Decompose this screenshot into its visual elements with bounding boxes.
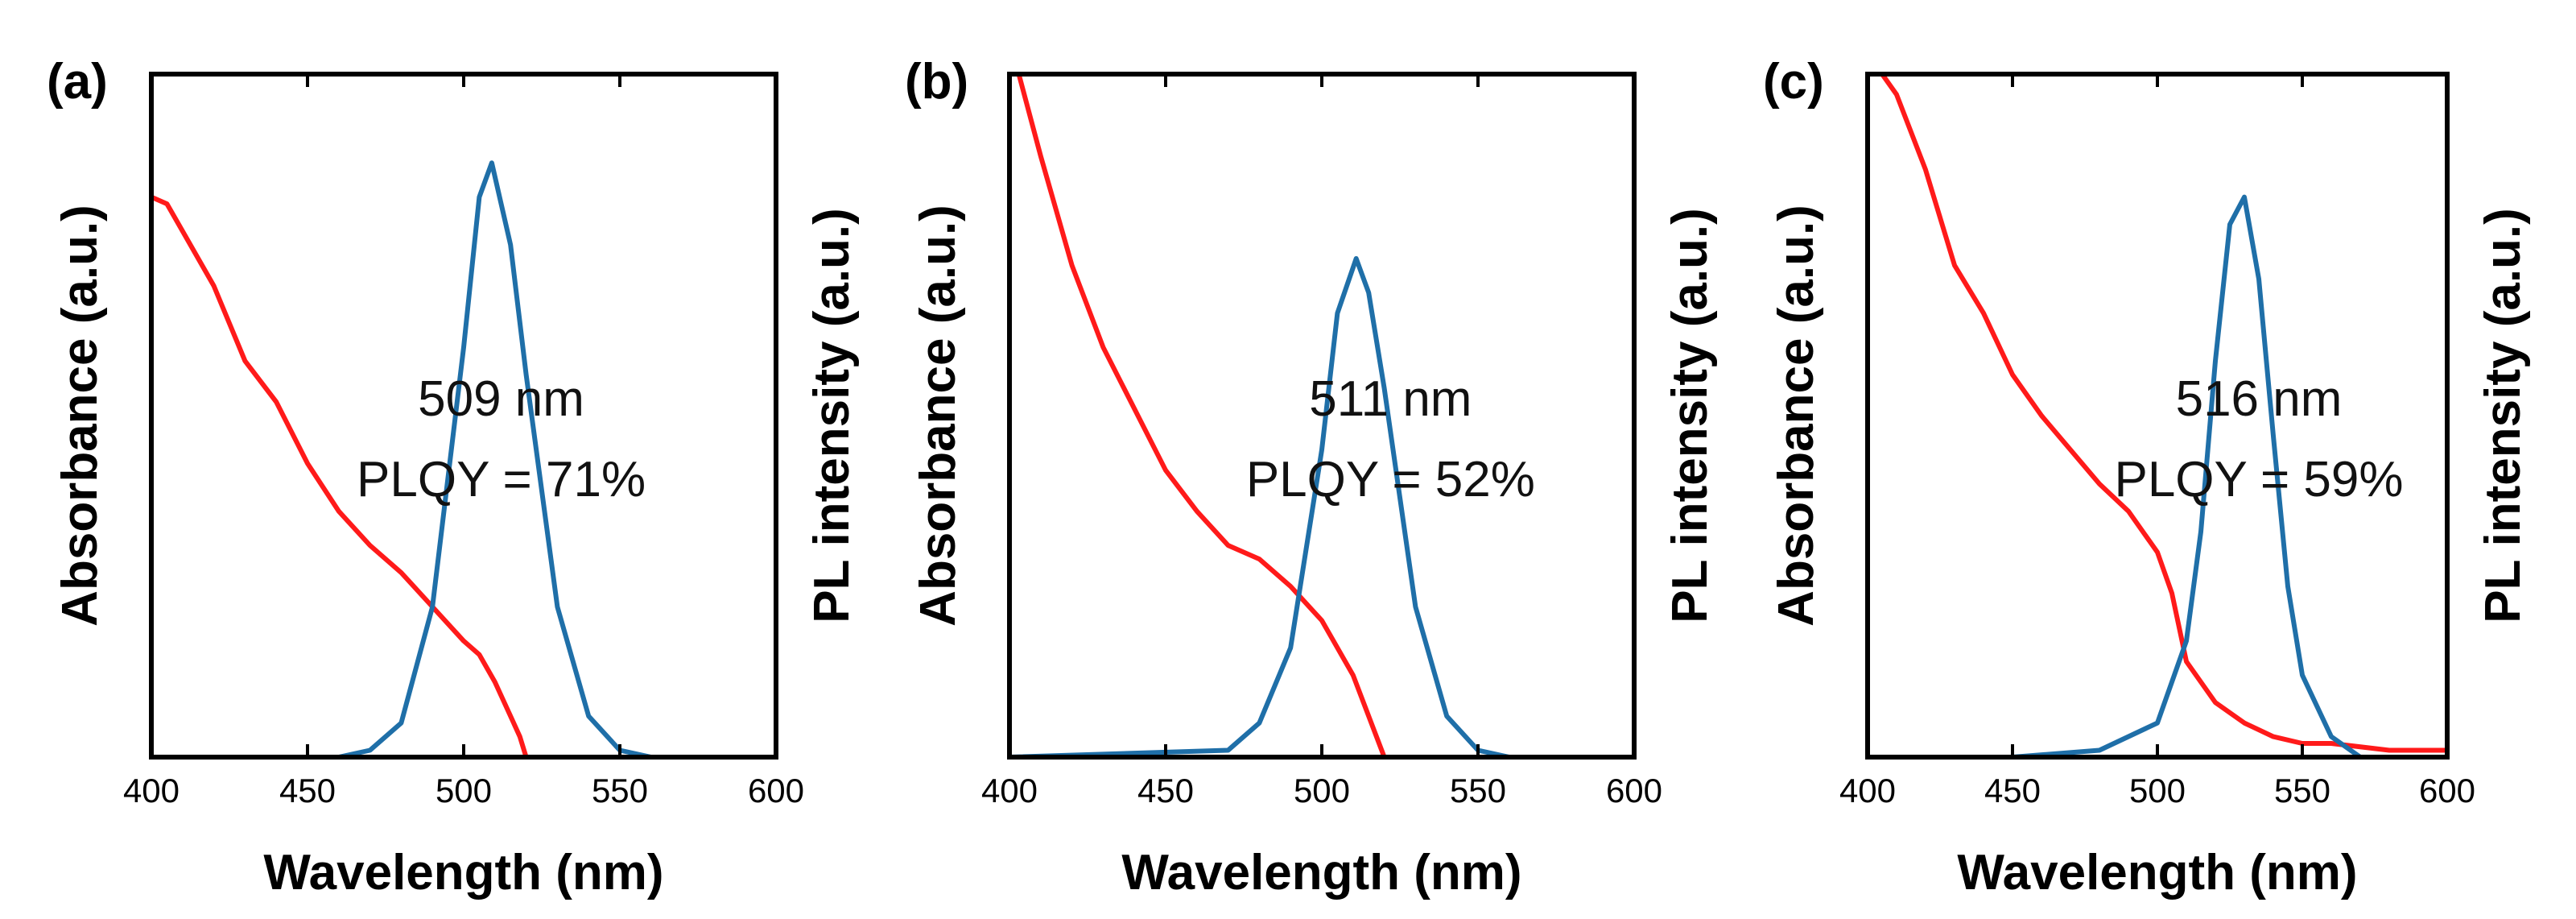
peak-annotation: 511 nm [1309, 371, 1472, 427]
y-axis-title-left: Absorbance (a.u.) [52, 205, 108, 627]
x-tick-label: 550 [2274, 772, 2330, 809]
y-axis-title-left: Absorbance (a.u.) [910, 205, 966, 627]
x-tick-label: 450 [279, 772, 336, 809]
pl-line [2012, 194, 2447, 760]
absorbance-line [150, 194, 529, 758]
x-tick-label: 500 [436, 772, 492, 809]
x-tick-label: 600 [1606, 772, 1662, 809]
x-axis-title: Wavelength (nm) [1121, 845, 1521, 900]
x-tick-label: 600 [2419, 772, 2475, 809]
panel-label: (a) [47, 54, 108, 110]
plot-frame [1865, 72, 2450, 760]
x-tick-label: 450 [1984, 772, 2041, 809]
panel-label: (b) [905, 54, 968, 110]
x-tick-label: 450 [1137, 772, 1194, 809]
x-tick-label: 500 [2129, 772, 2186, 809]
y-axis-title-right: PL intensity (a.u.) [804, 208, 860, 623]
x-tick-label: 500 [1294, 772, 1350, 809]
panel-c: 400 450 500 550 600 (c) Wavelength (nm) Absorba… [1763, 54, 2531, 900]
pl-line [151, 160, 776, 760]
x-axis-title: Wavelength (nm) [1957, 845, 2357, 900]
x-tick-label: 600 [748, 772, 804, 809]
x-axis-title: Wavelength (nm) [263, 845, 663, 900]
plqy-annotation: PLQY = 71% [357, 452, 646, 507]
x-tick-label: 400 [123, 772, 180, 809]
peak-annotation: 516 nm [2176, 371, 2343, 427]
plqy-annotation: PLQY = 52% [1246, 452, 1535, 507]
y-axis-title-left: Absorbance (a.u.) [1769, 205, 1824, 627]
peak-annotation: 509 nm [418, 371, 584, 427]
x-tick-label: 550 [592, 772, 648, 809]
pl-line [1009, 256, 1634, 760]
x-tick-label: 550 [1450, 772, 1506, 809]
absorbance-line [1880, 72, 2447, 753]
panel-a: 400 450 500 550 600 (a) Wavelength (nm) Absorba… [47, 54, 860, 900]
x-tick-label: 400 [981, 772, 1038, 809]
y-axis-title-right: PL intensity (a.u.) [2475, 208, 2531, 623]
panel-b: 400 450 500 550 600 (b) Wavelength (nm) Absorba… [905, 54, 1718, 900]
y-axis-title-right: PL intensity (a.u.) [1662, 208, 1718, 623]
absorbance-line [1016, 73, 1387, 759]
plqy-annotation: PLQY = 59% [2114, 452, 2403, 507]
x-tick-label: 400 [1839, 772, 1896, 809]
panel-label: (c) [1763, 54, 1824, 110]
